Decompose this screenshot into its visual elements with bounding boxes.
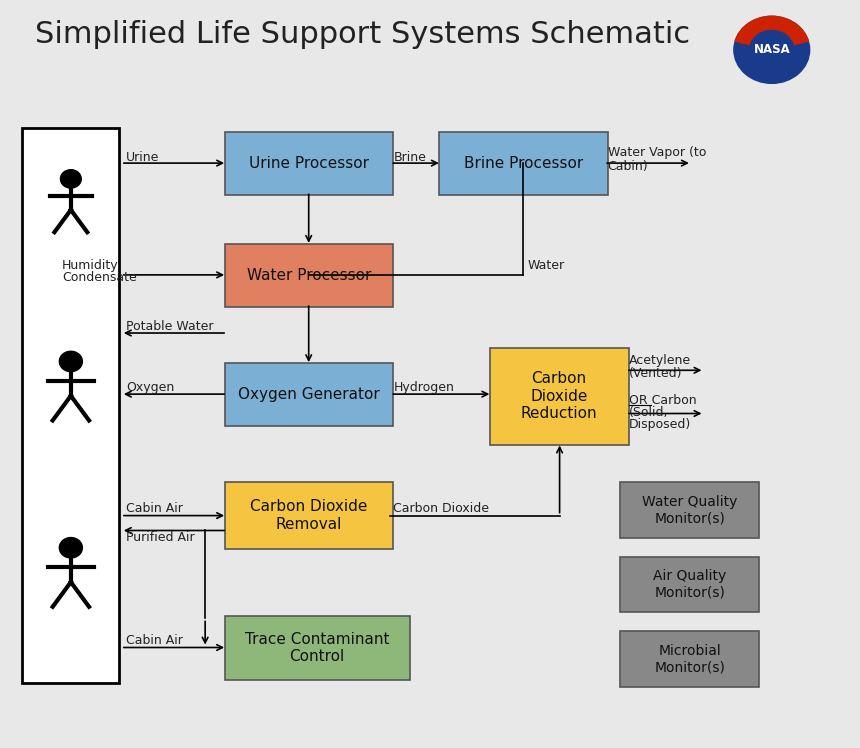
Text: Purified Air: Purified Air bbox=[126, 531, 194, 545]
Text: Acetylene: Acetylene bbox=[629, 354, 691, 367]
Text: Carbon
Dioxide
Reduction: Carbon Dioxide Reduction bbox=[521, 372, 598, 421]
Text: Potable Water: Potable Water bbox=[126, 320, 213, 333]
Text: Microbial
Monitor(s): Microbial Monitor(s) bbox=[654, 644, 725, 674]
Circle shape bbox=[59, 352, 83, 372]
FancyBboxPatch shape bbox=[620, 631, 759, 687]
Text: Water: Water bbox=[527, 260, 565, 272]
Text: Simplified Life Support Systems Schematic: Simplified Life Support Systems Schemati… bbox=[35, 20, 691, 49]
FancyBboxPatch shape bbox=[224, 363, 393, 426]
Circle shape bbox=[734, 16, 809, 83]
Text: Condensate: Condensate bbox=[62, 272, 137, 284]
Text: Humidity: Humidity bbox=[62, 260, 119, 272]
Text: OR Carbon: OR Carbon bbox=[629, 394, 697, 408]
Text: Cabin): Cabin) bbox=[607, 159, 648, 173]
Text: Air Quality
Monitor(s): Air Quality Monitor(s) bbox=[653, 569, 727, 600]
Text: Oxygen: Oxygen bbox=[126, 381, 175, 394]
FancyBboxPatch shape bbox=[224, 132, 393, 195]
Text: Cabin Air: Cabin Air bbox=[126, 502, 183, 515]
FancyBboxPatch shape bbox=[224, 244, 393, 307]
Text: Carbon Dioxide: Carbon Dioxide bbox=[393, 502, 488, 515]
Text: NASA: NASA bbox=[753, 43, 790, 56]
FancyBboxPatch shape bbox=[620, 557, 759, 613]
FancyBboxPatch shape bbox=[224, 616, 409, 679]
Text: Carbon Dioxide
Removal: Carbon Dioxide Removal bbox=[250, 500, 367, 532]
Text: Water Processor: Water Processor bbox=[247, 268, 371, 283]
Text: Disposed): Disposed) bbox=[629, 418, 691, 431]
FancyBboxPatch shape bbox=[22, 128, 120, 683]
Text: Water Vapor (to: Water Vapor (to bbox=[607, 146, 706, 159]
Text: (Vented): (Vented) bbox=[629, 367, 682, 381]
Text: Urine Processor: Urine Processor bbox=[249, 156, 369, 171]
Circle shape bbox=[60, 170, 81, 188]
Text: Water Quality
Monitor(s): Water Quality Monitor(s) bbox=[642, 495, 737, 525]
Wedge shape bbox=[735, 16, 808, 44]
Text: Oxygen Generator: Oxygen Generator bbox=[238, 387, 379, 402]
Text: Urine: Urine bbox=[126, 150, 159, 164]
FancyBboxPatch shape bbox=[224, 482, 393, 549]
Text: Brine: Brine bbox=[394, 150, 427, 164]
Text: Cabin Air: Cabin Air bbox=[126, 634, 183, 646]
FancyBboxPatch shape bbox=[439, 132, 607, 195]
FancyBboxPatch shape bbox=[489, 348, 629, 445]
Text: Trace Contaminant
Control: Trace Contaminant Control bbox=[245, 631, 390, 664]
Circle shape bbox=[59, 538, 83, 558]
FancyBboxPatch shape bbox=[620, 482, 759, 538]
Text: (Solid,: (Solid, bbox=[629, 406, 668, 419]
Text: Brine Processor: Brine Processor bbox=[464, 156, 583, 171]
Text: Hydrogen: Hydrogen bbox=[394, 381, 455, 394]
